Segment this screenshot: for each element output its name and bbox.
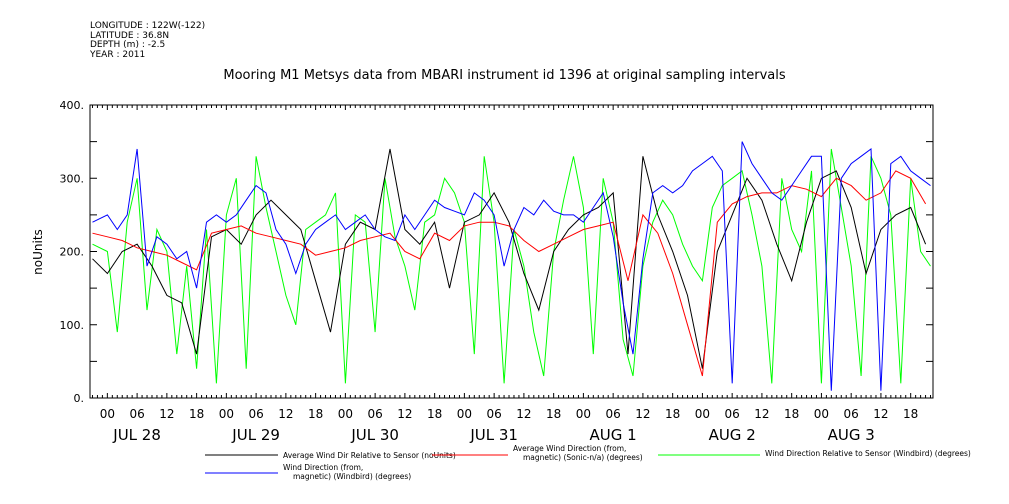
- x-tick-label: 18: [665, 407, 680, 421]
- chart-title: Mooring M1 Metsys data from MBARI instru…: [223, 68, 786, 83]
- x-tick-label: 00: [338, 407, 353, 421]
- x-tick-label: 06: [844, 407, 859, 421]
- y-tick-label: 100.: [60, 319, 85, 332]
- legend-label-2: Wind Direction Relative to Sensor (Windb…: [765, 449, 971, 458]
- x-tick-label: 12: [754, 407, 769, 421]
- x-tick-label: 12: [278, 407, 293, 421]
- x-day-label: JUL 31: [469, 426, 518, 444]
- x-tick-label: 06: [487, 407, 502, 421]
- x-tick-label: 06: [367, 407, 382, 421]
- x-tick-label: 18: [189, 407, 204, 421]
- meta-year: YEAR : 2011: [90, 49, 146, 60]
- x-tick-label: 18: [903, 407, 918, 421]
- y-tick-label: 0.: [74, 392, 85, 405]
- x-tick-label: 00: [814, 407, 829, 421]
- legend: Average Wind Dir Relative to Sensor (noU…: [205, 444, 971, 481]
- x-tick-label: 00: [100, 407, 115, 421]
- legend-label-0: Average Wind Dir Relative to Sensor (noU…: [283, 451, 456, 460]
- legend-label-1: magnetic) (Sonic-n/a) (degrees): [523, 453, 643, 462]
- x-tick-label: 18: [308, 407, 323, 421]
- x-tick-label: 06: [725, 407, 740, 421]
- x-day-label: JUL 28: [112, 426, 161, 444]
- series-line-3: [92, 141, 931, 391]
- x-day-label: AUG 1: [590, 426, 637, 444]
- x-tick-label: 18: [546, 407, 561, 421]
- x-tick-label: 12: [397, 407, 412, 421]
- series-line-2: [92, 148, 931, 384]
- x-tick-label: 00: [219, 407, 234, 421]
- axis-ticks: 00 06 12 18 00 06 12 18 00 06 12 18 00 06 12 18 00 06 12 18…: [60, 99, 933, 444]
- x-tick-label: 18: [784, 407, 799, 421]
- legend-label-1: Average Wind Direction (from,: [513, 444, 626, 453]
- y-axis-label: noUnits: [31, 229, 45, 275]
- meta-latitude: LATITUDE : 36.8N: [90, 30, 170, 41]
- x-tick-label: 06: [129, 407, 144, 421]
- legend-label-3: Wind Direction (from,: [283, 463, 363, 472]
- x-tick-label: 12: [873, 407, 888, 421]
- y-tick-label: 400.: [60, 99, 85, 112]
- x-day-label: AUG 2: [709, 426, 756, 444]
- x-tick-label: 00: [695, 407, 710, 421]
- y-tick-label: 200.: [60, 246, 85, 259]
- x-tick-label: 12: [635, 407, 650, 421]
- series-line-0: [92, 148, 927, 369]
- plot-frame: [89, 104, 934, 399]
- x-tick-label: 18: [427, 407, 442, 421]
- x-day-label: AUG 3: [828, 426, 875, 444]
- meta-depth: DEPTH (m) : -2.5: [90, 40, 166, 50]
- metadata-block: LONGITUDE : 122W(-122) LATITUDE : 36.8N …: [90, 21, 206, 60]
- x-tick-label: 12: [159, 407, 174, 421]
- x-day-label: JUL 29: [231, 426, 280, 444]
- x-day-label: JUL 30: [350, 426, 399, 444]
- x-tick-label: 06: [606, 407, 621, 421]
- x-tick-label: 06: [248, 407, 263, 421]
- series-line-1: [92, 170, 927, 377]
- x-tick-label: 00: [576, 407, 591, 421]
- plot-lines: [92, 141, 931, 391]
- legend-label-3: magnetic) (Windbird) (degrees): [293, 472, 411, 481]
- x-tick-label: 12: [516, 407, 531, 421]
- y-tick-label: 300.: [60, 172, 85, 185]
- meta-longitude: LONGITUDE : 122W(-122): [90, 21, 206, 31]
- x-tick-label: 00: [457, 407, 472, 421]
